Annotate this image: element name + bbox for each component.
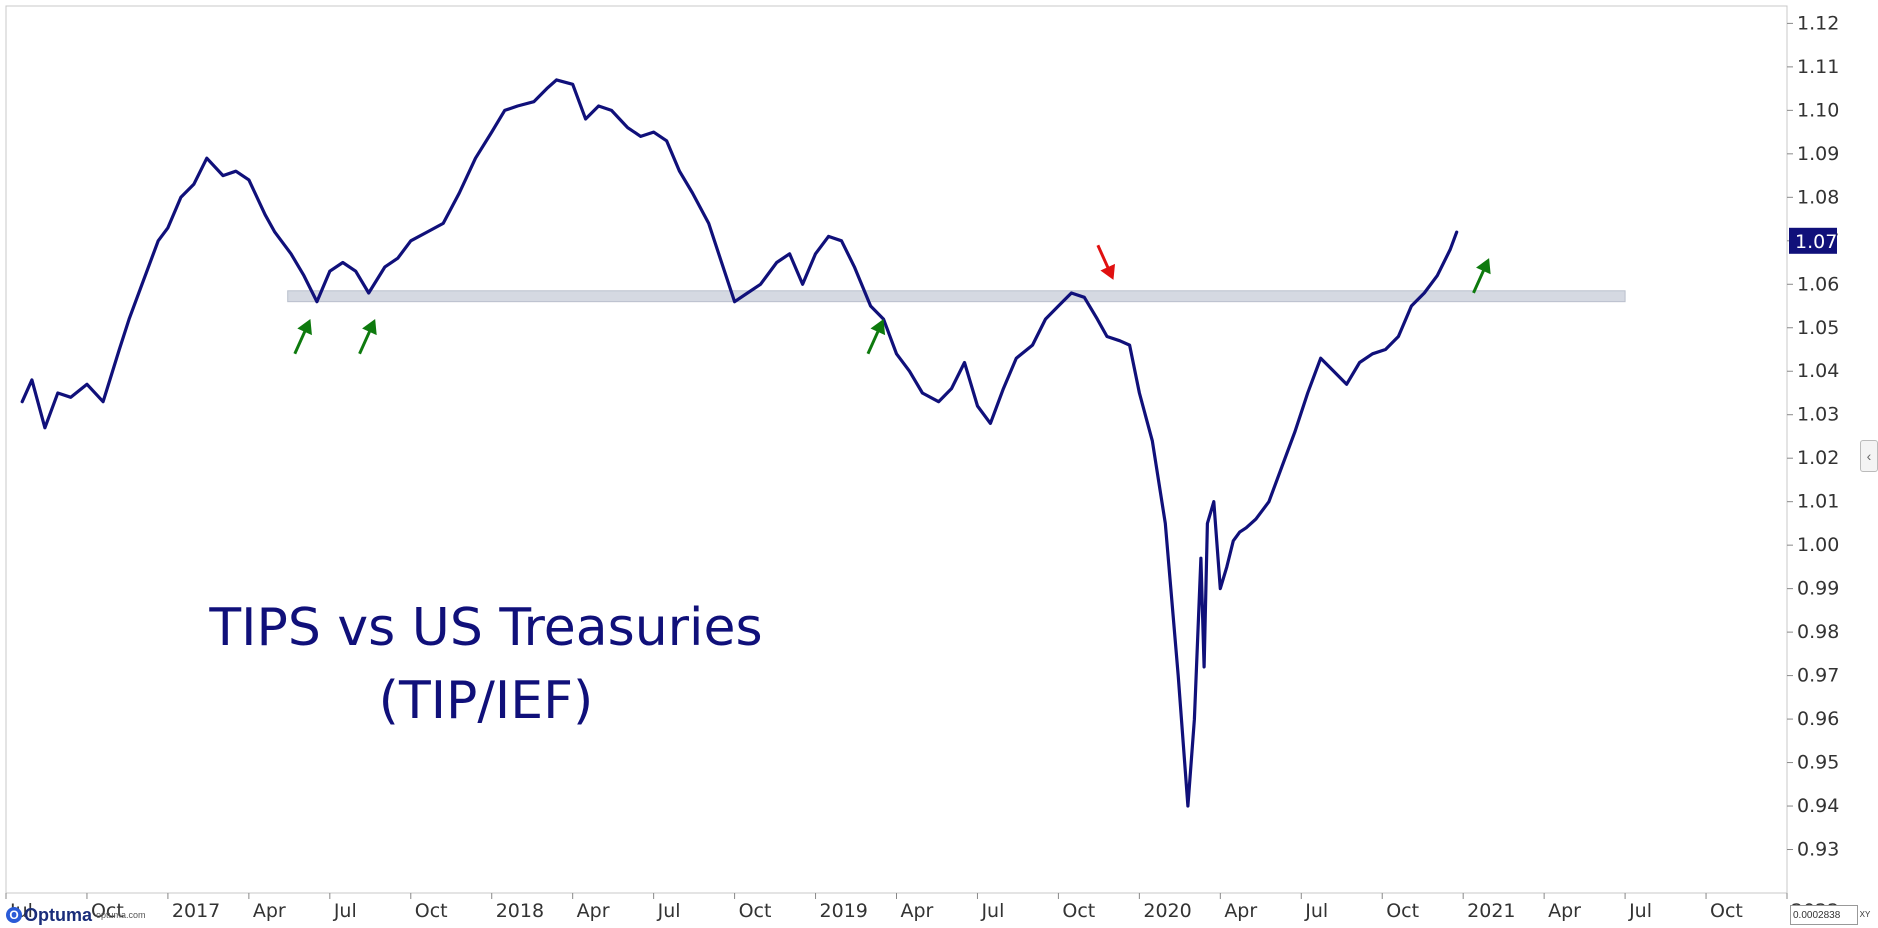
- x-tick-label: 2017: [172, 900, 220, 922]
- arrow-shaft: [358, 327, 373, 355]
- y-tick-label: 1.00: [1797, 534, 1839, 556]
- x-tick-label: Apr: [253, 900, 286, 922]
- x-tick-label: Apr: [1224, 900, 1257, 922]
- x-tick-label: Jul: [980, 900, 1004, 922]
- arrow-head: [1100, 263, 1116, 280]
- support-test-arrow-2: [358, 319, 377, 355]
- y-tick-label: 1.08: [1797, 186, 1839, 208]
- xy-toggle-button[interactable]: XY: [1859, 909, 1871, 919]
- x-tick-label: Jul: [333, 900, 357, 922]
- x-tick-label: 2020: [1143, 900, 1191, 922]
- x-tick-label: Oct: [91, 900, 124, 922]
- y-tick-label: 1.10: [1797, 99, 1839, 121]
- x-tick-label: Oct: [415, 900, 448, 922]
- x-tick-label: 2018: [496, 900, 544, 922]
- arrow-shaft: [293, 327, 308, 355]
- support-test-arrow-1: [293, 319, 312, 355]
- y-tick-label: 1.02: [1797, 447, 1839, 469]
- arrow-shaft: [866, 327, 881, 355]
- chart-subtitle: (TIP/IEF): [379, 671, 594, 731]
- y-tick-label: 1.05: [1797, 317, 1839, 339]
- y-tick-label: 0.95: [1797, 752, 1839, 774]
- arrow-head: [362, 319, 377, 336]
- x-tick-label: Jul: [1628, 900, 1652, 922]
- breakout-arrow: [1472, 258, 1491, 294]
- plot-border: [5, 5, 1788, 894]
- last-value-label: 1.07: [1795, 231, 1837, 253]
- x-tick-label: Jul: [657, 900, 681, 922]
- x-tick-label: Apr: [901, 900, 934, 922]
- panel-collapse-button[interactable]: ‹: [1860, 440, 1878, 472]
- resistance-rejection-arrow: [1096, 244, 1116, 280]
- x-tick-label: Oct: [1710, 900, 1743, 922]
- brand-url: optuma.com: [96, 910, 146, 920]
- series-line-tip-ief: [20, 78, 1459, 808]
- support-test-arrow-3: [866, 319, 886, 355]
- y-tick-label: 0.94: [1797, 795, 1839, 817]
- x-tick-label: 2019: [820, 900, 868, 922]
- y-tick-label: 0.98: [1797, 621, 1839, 643]
- x-tick-label: Jul: [1304, 900, 1328, 922]
- arrow-head: [1476, 258, 1491, 275]
- y-tick-label: 0.99: [1797, 578, 1839, 600]
- arrow-shaft: [1096, 244, 1111, 272]
- last-value-flag: 1.07: [1789, 227, 1837, 254]
- brand-logo: O Optuma optuma.com: [6, 904, 146, 926]
- y-tick-label: 1.06: [1797, 273, 1839, 295]
- x-tick-label: Apr: [1548, 900, 1581, 922]
- x-tick-label: Oct: [1062, 900, 1095, 922]
- chart-title: TIPS vs US Treasuries: [208, 598, 762, 658]
- brand-name: Optuma: [24, 904, 93, 925]
- arrow-head: [870, 319, 886, 336]
- x-tick-label: Oct: [1386, 900, 1419, 922]
- y-tick-label: 0.97: [1797, 665, 1839, 687]
- y-tick-label: 0.96: [1797, 708, 1839, 730]
- x-tick-label: 2021: [1467, 900, 1515, 922]
- y-tick-label: 0.93: [1797, 839, 1839, 861]
- y-tick-label: 1.03: [1797, 404, 1839, 426]
- y-tick-label: 1.09: [1797, 143, 1839, 165]
- scale-value-field[interactable]: 0.0002838: [1790, 905, 1858, 925]
- support-zone-band: [287, 290, 1626, 303]
- x-tick-label: Apr: [577, 900, 610, 922]
- y-tick-label: 1.12: [1797, 12, 1839, 34]
- optuma-logo-icon: O: [6, 907, 22, 923]
- y-tick-label: 1.11: [1797, 56, 1839, 78]
- arrow-head: [297, 319, 312, 336]
- last-value-bg: [1789, 227, 1837, 254]
- arrow-shaft: [1472, 266, 1487, 294]
- y-tick-label: 1.01: [1797, 491, 1839, 513]
- x-tick-label: Oct: [739, 900, 772, 922]
- y-tick-label: 1.04: [1797, 360, 1839, 382]
